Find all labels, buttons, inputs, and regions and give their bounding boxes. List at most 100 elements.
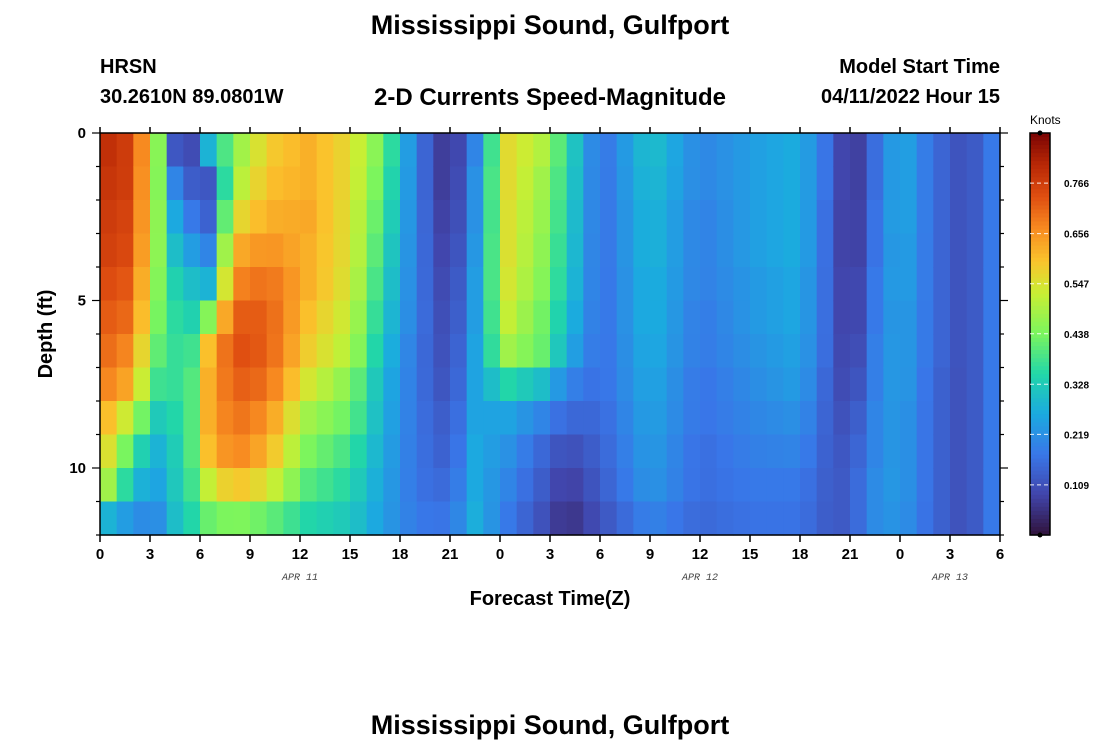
colorbar-segment <box>1030 414 1050 420</box>
colorbar-segment <box>1030 458 1050 464</box>
heatmap-cell <box>200 367 218 402</box>
x-tick-label: 15 <box>342 546 359 563</box>
heatmap-cell <box>916 133 934 168</box>
heatmap-cell <box>616 267 634 302</box>
colorbar-segment <box>1030 137 1050 142</box>
colorbar-segment <box>1030 498 1050 504</box>
colorbar-segment <box>1030 185 1050 190</box>
heatmap-cell <box>933 200 951 235</box>
heatmap-cell <box>733 468 751 503</box>
heatmap-cell <box>350 267 368 302</box>
heatmap-cell <box>800 200 818 235</box>
colorbar-segment <box>1030 474 1050 480</box>
heatmap-cell <box>450 367 468 402</box>
heatmap-cell <box>483 501 501 536</box>
heatmap-cell <box>200 133 218 168</box>
heatmap-cell <box>850 200 868 235</box>
heatmap-cell <box>900 166 918 201</box>
heatmap-cell <box>100 200 118 235</box>
heatmap-cell <box>133 267 151 302</box>
heatmap-cell <box>383 434 401 469</box>
heatmap-cell <box>483 200 501 235</box>
heatmap-cell <box>100 434 118 469</box>
colorbar-segment <box>1030 233 1050 239</box>
heatmap-cell <box>666 166 684 201</box>
heatmap-cell <box>466 334 484 369</box>
heatmap-cell <box>133 367 151 402</box>
heatmap-cell <box>650 233 668 268</box>
heatmap-cell <box>616 334 634 369</box>
heatmap-cell <box>166 133 184 168</box>
heatmap-cell <box>683 133 701 168</box>
colorbar-segment <box>1030 297 1050 303</box>
heatmap-cell <box>283 200 301 235</box>
heatmap-cell <box>800 300 818 335</box>
heatmap-cell <box>566 133 584 168</box>
heatmap-cell <box>483 267 501 302</box>
colorbar-segment <box>1030 386 1050 391</box>
heatmap-cell <box>233 133 251 168</box>
colorbar-segment <box>1030 293 1050 299</box>
heatmap-cell <box>283 468 301 503</box>
heatmap-cell <box>466 233 484 268</box>
heatmap-cell <box>783 166 801 201</box>
heatmap-cell <box>800 233 818 268</box>
heatmap-cell <box>983 468 1001 503</box>
heatmap-cell <box>866 267 884 302</box>
heatmap-cell <box>866 434 884 469</box>
heatmap-cell <box>166 166 184 201</box>
heatmap-cell <box>200 267 218 302</box>
heatmap-cell <box>883 401 901 436</box>
heatmap-cell <box>550 200 568 235</box>
heatmap-cell <box>183 401 201 436</box>
heatmap-cell <box>216 367 234 402</box>
colorbar-segment <box>1030 325 1050 331</box>
heatmap-cell <box>216 334 234 369</box>
heatmap-cell <box>233 166 251 201</box>
heatmap-cell <box>850 334 868 369</box>
heatmap-cell <box>533 133 551 168</box>
heatmap-cell <box>300 300 318 335</box>
heatmap-cell <box>416 267 434 302</box>
x-tick-label: 6 <box>996 546 1004 563</box>
heatmap-cell <box>583 468 601 503</box>
heatmap-cell <box>333 468 351 503</box>
heatmap-cell <box>700 166 718 201</box>
heatmap-cell <box>266 166 284 201</box>
heatmap-cell <box>283 300 301 335</box>
heatmap-cell <box>816 367 834 402</box>
colorbar-segment <box>1030 213 1050 219</box>
heatmap-cell <box>750 367 768 402</box>
heatmap-cell <box>950 367 968 402</box>
chart-subtitle: 2-D Currents Speed-Magnitude <box>373 84 727 111</box>
heatmap-cell <box>850 166 868 201</box>
heatmap-cell <box>266 267 284 302</box>
heatmap-cell <box>316 133 334 168</box>
heatmap-cell <box>716 468 734 503</box>
colorbar-segment <box>1030 193 1050 198</box>
heatmap-cell <box>150 133 168 168</box>
heatmap-cell <box>550 166 568 201</box>
colorbar-segment <box>1030 394 1050 399</box>
heatmap-cell <box>966 200 984 235</box>
heatmap-cell <box>283 267 301 302</box>
heatmap-cell <box>316 468 334 503</box>
heatmap-cell <box>883 300 901 335</box>
colorbar-segment <box>1030 161 1050 166</box>
heatmap-cell <box>616 300 634 335</box>
heatmap-cell <box>400 434 418 469</box>
heatmap-cell <box>950 166 968 201</box>
heatmap-cell <box>566 166 584 201</box>
heatmap-cell <box>333 267 351 302</box>
heatmap-cell <box>233 334 251 369</box>
x-tick-label: 3 <box>946 546 954 563</box>
heatmap-cell <box>133 501 151 536</box>
colorbar-segment <box>1030 141 1050 146</box>
heatmap-cell <box>666 468 684 503</box>
heatmap-cell <box>333 334 351 369</box>
heatmap-cell <box>666 334 684 369</box>
heatmap-cell <box>100 233 118 268</box>
colorbar-tick-label: 0.766 <box>1064 179 1089 190</box>
colorbar-segment <box>1030 410 1050 415</box>
heatmap-cell <box>633 501 651 536</box>
